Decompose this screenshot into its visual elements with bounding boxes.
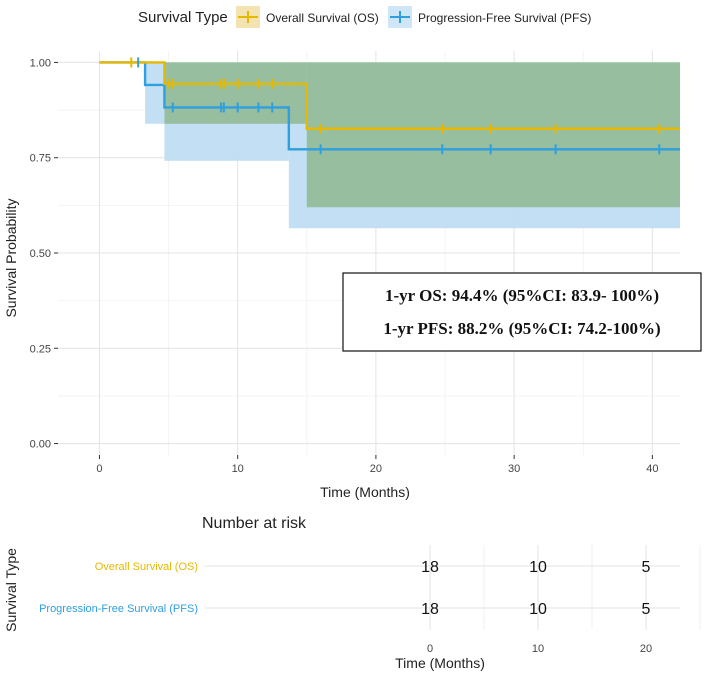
- risk-x-tick-label: 20: [640, 643, 652, 655]
- annotation-border: [342, 272, 702, 352]
- y-tick-label: 1.00: [30, 57, 51, 69]
- risk-count-os: 18: [421, 559, 439, 576]
- risk-counts: 18105321810532: [421, 559, 651, 618]
- ci-band-os: [306, 62, 680, 208]
- risk-x-axis-title: Time (Months): [395, 655, 485, 671]
- x-tick-label: 30: [508, 463, 520, 475]
- legend: Survival Type Overall Survival (OS) Prog…: [138, 6, 591, 28]
- ci-bands: [145, 62, 680, 229]
- y-tick-label: 0.75: [30, 153, 51, 165]
- risk-row-label-os: Overall Survival (OS): [95, 561, 198, 573]
- risk-table-title: Number at risk: [202, 515, 307, 532]
- risk-grid: [205, 545, 701, 630]
- risk-count-pfs: 18: [421, 601, 439, 618]
- annotation-os: 1-yr OS: 94.4% (95%CI: 83.9- 100%): [385, 286, 659, 305]
- risk-table: Number at risk Overall Survival (OS) Pro…: [3, 515, 701, 671]
- curve-os: [99, 61, 680, 130]
- risk-count-os: 10: [529, 559, 547, 576]
- risk-x-tick-label: 10: [532, 643, 544, 655]
- ci-band-pfs: [145, 62, 165, 124]
- legend-label-os: Overall Survival (OS): [266, 11, 379, 25]
- x-tick-label: 10: [232, 463, 244, 475]
- y-tick-label: 0.50: [30, 248, 51, 260]
- risk-x-tick-label: 0: [427, 643, 433, 655]
- survival-curves: [99, 61, 680, 151]
- risk-row-label-pfs: Progression-Free Survival (PFS): [39, 603, 198, 615]
- x-tick-label: 40: [646, 463, 658, 475]
- y-tick-label: 0.25: [30, 343, 51, 355]
- y-tick-label: 0.00: [30, 439, 51, 451]
- risk-count-pfs: 5: [642, 601, 651, 618]
- legend-label-pfs: Progression-Free Survival (PFS): [418, 11, 591, 25]
- censor-marks: [130, 57, 661, 155]
- ci-band-os: [164, 62, 307, 124]
- axes: 0 10 20 30 40 0.00 0.25 0.50 0.75 1.00: [30, 57, 659, 475]
- risk-y-axis-title: Survival Type: [3, 548, 19, 632]
- curve-pfs: [99, 61, 680, 151]
- risk-count-os: 5: [642, 559, 651, 576]
- risk-count-pfs: 10: [529, 601, 547, 618]
- x-tick-label: 20: [370, 463, 382, 475]
- annotation-box: 1-yr OS: 94.4% (95%CI: 83.9- 100%) 1-yr …: [342, 272, 702, 352]
- x-axis-title: Time (Months): [320, 484, 410, 500]
- y-axis-title: Survival Probability: [3, 198, 19, 317]
- annotation-pfs: 1-yr PFS: 88.2% (95%CI: 74.2-100%): [383, 319, 660, 338]
- legend-title: Survival Type: [138, 9, 228, 26]
- x-tick-label: 0: [96, 463, 102, 475]
